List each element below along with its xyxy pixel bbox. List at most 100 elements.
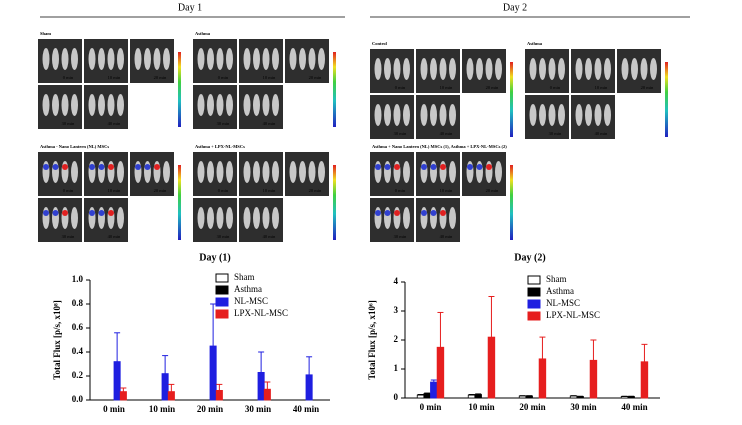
- mouse: [253, 207, 260, 229]
- time-label: 10 min: [440, 188, 453, 193]
- error-bar: [306, 356, 313, 375]
- time-label: 0 min: [218, 188, 229, 193]
- error-bar: [430, 379, 437, 383]
- time-label: 10 min: [263, 188, 276, 193]
- legend-swatch: [527, 275, 541, 285]
- mouse: [52, 48, 59, 70]
- time-label: 30 min: [394, 131, 407, 136]
- mouse: [575, 58, 583, 80]
- signal: [430, 210, 437, 216]
- mouse: [420, 58, 428, 80]
- mouse: [71, 207, 78, 229]
- x-tick-label: 30 min: [570, 402, 596, 412]
- legend-swatch: [215, 309, 229, 319]
- bar: [538, 358, 547, 399]
- x-tick-label: 30 min: [245, 404, 271, 414]
- mouse: [207, 94, 214, 116]
- panel-label: Asthma: [195, 31, 211, 36]
- x-tick-label: 0 min: [103, 404, 125, 414]
- signal: [384, 210, 391, 216]
- mouse: [594, 58, 602, 80]
- signal: [62, 164, 68, 170]
- mouse: [558, 104, 565, 126]
- mouse: [403, 207, 410, 229]
- colorbar: [510, 62, 513, 137]
- bar: [215, 389, 223, 401]
- signal: [144, 164, 151, 170]
- mouse: [476, 58, 483, 80]
- signal: [43, 164, 49, 170]
- error-bar: [590, 339, 597, 361]
- mouse: [253, 161, 260, 183]
- signal: [89, 164, 95, 170]
- y-tick-label: 3: [394, 305, 399, 315]
- signal: [394, 164, 400, 170]
- y-tick-label: 0.6: [72, 322, 84, 332]
- mouse: [61, 48, 69, 70]
- bar: [423, 393, 431, 399]
- mouse: [163, 161, 170, 183]
- time-label: 20 min: [486, 188, 499, 193]
- time-label: 30 min: [394, 234, 407, 239]
- mouse: [272, 207, 279, 229]
- bar: [620, 396, 629, 399]
- bar: [263, 388, 271, 401]
- error-bar: [162, 355, 169, 374]
- mouse: [262, 161, 270, 183]
- panel-label: Asthma + Nano Lantern (NL) MSCs (1), Ast…: [372, 144, 507, 149]
- mouse: [262, 94, 270, 116]
- x-tick-label: 40 min: [293, 404, 319, 414]
- bar: [467, 394, 476, 399]
- error-bar: [424, 392, 431, 394]
- y-tick-label: 1: [394, 363, 399, 373]
- time-label: 30 min: [217, 234, 230, 239]
- mouse: [529, 58, 537, 80]
- time-label: 20 min: [309, 75, 322, 80]
- bar: [305, 374, 313, 401]
- legend-label: Sham: [546, 274, 567, 284]
- mouse: [631, 58, 638, 80]
- bar: [589, 359, 598, 399]
- signal: [62, 210, 68, 216]
- x-tick-label: 10 min: [468, 402, 494, 412]
- mouse: [621, 58, 629, 80]
- mouse: [449, 161, 456, 183]
- time-label: 10 min: [440, 85, 453, 90]
- mouse: [420, 104, 428, 126]
- panel-label: Sham: [40, 31, 51, 36]
- day-title: Day 1: [178, 2, 202, 13]
- mouse: [253, 94, 260, 116]
- mouse: [299, 161, 306, 183]
- time-label: 30 min: [549, 131, 562, 136]
- mouse: [403, 58, 410, 80]
- x-tick-label: 20 min: [197, 404, 223, 414]
- time-label: 10 min: [108, 188, 121, 193]
- mouse: [71, 161, 78, 183]
- mouse: [216, 48, 224, 70]
- x-tick-label: 0 min: [420, 402, 442, 412]
- mouse: [289, 161, 297, 183]
- signal: [486, 164, 492, 170]
- mouse: [207, 207, 214, 229]
- legend-label: Asthma: [234, 284, 262, 294]
- x-tick-label: 10 min: [149, 404, 175, 414]
- bar: [474, 394, 482, 399]
- legend-swatch: [527, 311, 541, 321]
- mouse: [243, 48, 251, 70]
- mouse: [430, 104, 437, 126]
- y-tick-label: 0: [394, 392, 399, 402]
- mouse: [604, 104, 611, 126]
- colorbar: [665, 62, 668, 137]
- error-bar: [114, 332, 121, 362]
- signal: [375, 210, 381, 216]
- legend-label: NL-MSC: [546, 298, 580, 308]
- signal: [394, 210, 400, 216]
- colorbar: [333, 52, 336, 127]
- mouse: [197, 94, 205, 116]
- mouse: [262, 48, 270, 70]
- signal: [421, 164, 427, 170]
- colorbar: [178, 165, 181, 240]
- bar: [640, 361, 649, 399]
- error-bar: [539, 336, 546, 359]
